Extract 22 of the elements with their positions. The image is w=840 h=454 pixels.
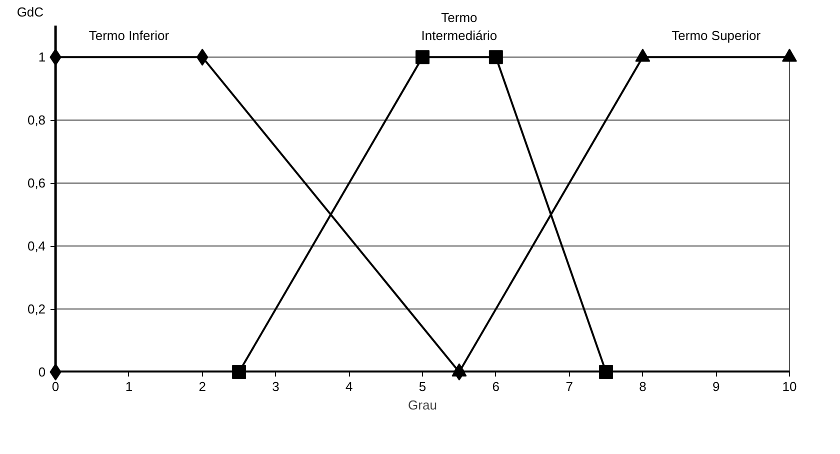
x-tick-label: 7 [566,378,573,394]
x-tick-label: 5 [418,378,426,394]
series-label: Termo Superior [672,28,762,44]
x-tick-label: 3 [272,378,280,394]
x-tick-label: 8 [639,378,646,394]
series-label: Termo Intermediário [421,10,498,44]
y-tick-label: 0,8 [27,112,46,128]
y-axis-title: GdC [16,4,44,20]
x-tick-label: 0 [52,378,60,394]
x-tick-label: 6 [492,378,500,394]
x-axis-title: Grau [408,398,437,412]
x-tick-label: 1 [125,378,133,394]
x-tick-label: 4 [346,378,353,394]
y-tick-label: 0,4 [27,238,46,254]
y-tick-label: 0,6 [27,176,46,191]
x-tick-label: 10 [782,378,797,394]
x-tick-label: 2 [198,378,206,394]
y-tick-label: 0,2 [27,302,46,317]
series-label: Termo Inferior [88,28,170,44]
y-tick-label: 1 [38,50,46,65]
y-tick-label: 0 [38,364,46,380]
x-tick-label: 9 [712,378,720,394]
